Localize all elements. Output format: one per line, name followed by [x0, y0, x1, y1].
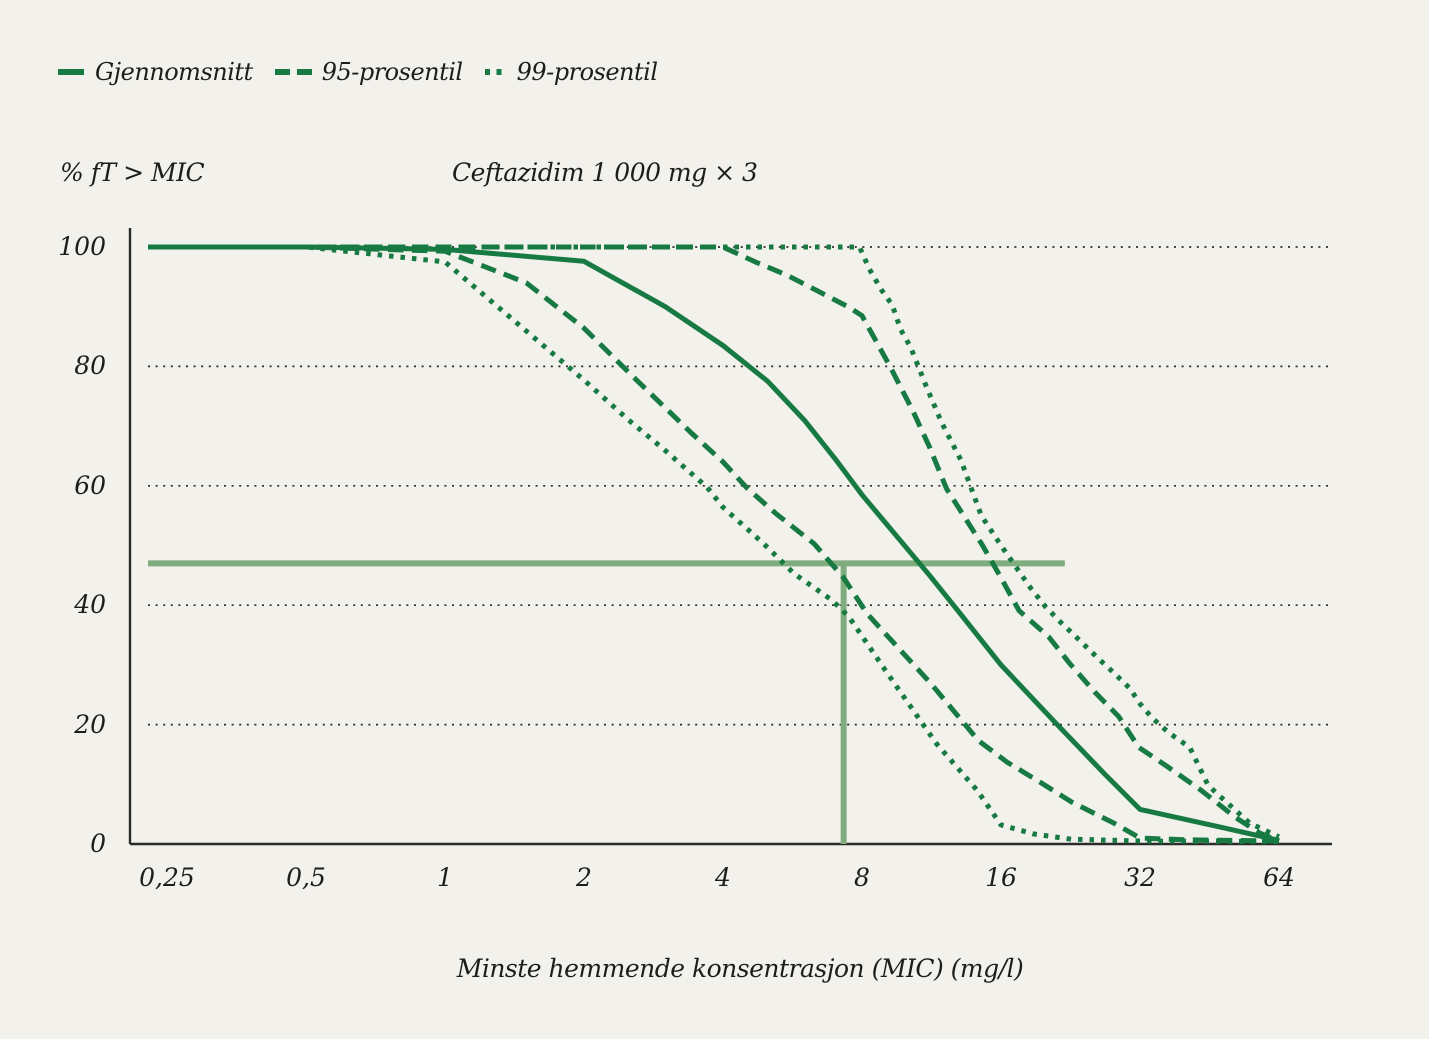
solid-line-icon [58, 69, 84, 75]
legend-label: 99-prosentil [516, 58, 658, 86]
x-tick-label-8: 8 [854, 863, 870, 892]
legend: Gjennomsnitt 95-prosentil 99-prosentil [57, 58, 658, 86]
legend-label: 95-prosentil [321, 58, 463, 86]
y-tick-label-100: 100 [58, 232, 106, 261]
x-tick-label-1: 1 [437, 863, 453, 892]
x-tick-label-32: 32 [1124, 863, 1156, 892]
x-tick-label-4: 4 [715, 863, 731, 892]
x-tick-label-0,25: 0,25 [139, 863, 195, 892]
curve-gjennomsnitt [148, 244, 1280, 843]
y-tick-label-40: 40 [74, 590, 106, 620]
curve-99-prosentil-nedre [148, 244, 1280, 845]
curve-95-prosentil-nedre [148, 244, 1280, 844]
x-tick-label-2: 2 [576, 863, 592, 892]
legend-item-95-prosentil: 95-prosentil [274, 58, 463, 86]
y-axis-title: % fT > MIC [60, 158, 205, 187]
legend-item-99-prosentil: 99-prosentil [484, 58, 658, 86]
x-tick-label-16: 16 [985, 863, 1017, 892]
dotted-line-icon [484, 69, 507, 75]
legend-label: Gjennomsnitt [95, 58, 253, 86]
x-tick-label-0,5: 0,5 [286, 863, 326, 892]
y-tick-label-60: 60 [74, 470, 106, 500]
legend-item-gjennomsnitt: Gjennomsnitt [57, 58, 253, 86]
y-tick-label-0: 0 [90, 829, 106, 858]
dashed-line-icon [274, 69, 312, 75]
curve-99-prosentil-vre [148, 244, 1281, 840]
x-tick-label-64: 64 [1263, 863, 1295, 892]
curve-95-prosentil-vre [148, 244, 1280, 844]
y-tick-label-80: 80 [74, 351, 106, 381]
y-tick-label-20: 20 [74, 709, 106, 739]
x-axis-title: Minste hemmende konsentrasjon (MIC) (mg/… [456, 954, 1024, 983]
chart-title: Ceftazidim 1 000 mg × 3 [452, 158, 758, 187]
